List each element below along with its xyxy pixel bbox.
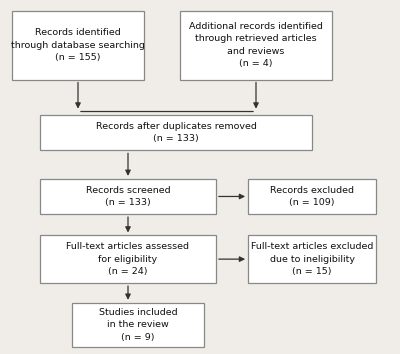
- FancyBboxPatch shape: [248, 179, 376, 214]
- Text: Studies included
in the review
(n = 9): Studies included in the review (n = 9): [99, 308, 177, 342]
- Text: Records excluded
(n = 109): Records excluded (n = 109): [270, 186, 354, 207]
- FancyBboxPatch shape: [40, 115, 312, 150]
- FancyBboxPatch shape: [72, 303, 204, 347]
- Text: Full-text articles assessed
for eligibility
(n = 24): Full-text articles assessed for eligibil…: [66, 242, 190, 276]
- FancyBboxPatch shape: [40, 179, 216, 214]
- Text: Additional records identified
through retrieved articles
and reviews
(n = 4): Additional records identified through re…: [189, 22, 323, 68]
- Text: Full-text articles excluded
due to ineligibility
(n = 15): Full-text articles excluded due to ineli…: [251, 242, 373, 276]
- Text: Records identified
through database searching
(n = 155): Records identified through database sear…: [11, 28, 145, 62]
- FancyBboxPatch shape: [40, 235, 216, 283]
- FancyBboxPatch shape: [12, 11, 144, 80]
- FancyBboxPatch shape: [248, 235, 376, 283]
- FancyBboxPatch shape: [180, 11, 332, 80]
- Text: Records screened
(n = 133): Records screened (n = 133): [86, 186, 170, 207]
- Text: Records after duplicates removed
(n = 133): Records after duplicates removed (n = 13…: [96, 122, 256, 143]
